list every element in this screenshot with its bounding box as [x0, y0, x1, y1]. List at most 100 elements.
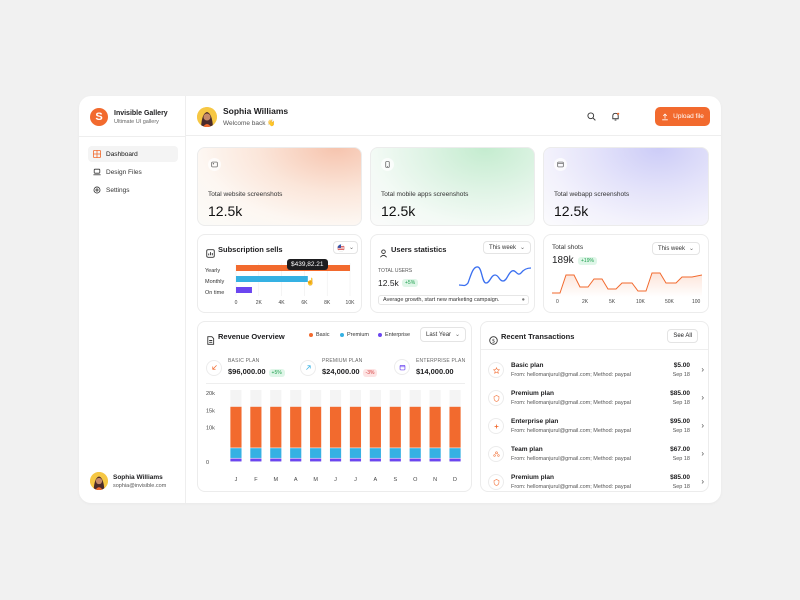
currency-dropdown[interactable]: ⌄ [333, 241, 359, 254]
revenue-bar-basic[interactable] [349, 406, 362, 448]
sidebar-item-dashboard[interactable]: Dashboard [88, 146, 178, 162]
revenue-bar-premium[interactable] [389, 448, 401, 458]
revenue-filter-dropdown[interactable]: Last Year ⌄ [420, 327, 467, 342]
revenue-bar-enterprise[interactable] [389, 458, 401, 462]
revenue-bar-premium[interactable] [449, 448, 461, 458]
legend-item: Basic [309, 332, 329, 338]
revenue-bar-premium[interactable] [230, 448, 242, 458]
subscription-row-label: On time [205, 290, 225, 296]
svg-text:$: $ [492, 338, 495, 344]
search-icon[interactable] [586, 111, 596, 121]
user-icon [379, 245, 388, 258]
legend-item: Premium [340, 332, 369, 338]
revenue-bar-basic[interactable] [429, 406, 441, 448]
transaction-from: From: hellomanjurul@gmail.com; Method: p… [511, 484, 631, 490]
shots-filter-dropdown[interactable]: This week ⌄ [652, 242, 701, 255]
transaction-amount: $95.00 [670, 418, 690, 425]
revenue-bar-basic[interactable] [250, 406, 262, 448]
revenue-x-label: J [235, 477, 238, 483]
subscription-card: Subscription sells ⌄ Yearly Monthly On t… [197, 234, 362, 313]
revenue-bar-premium[interactable] [409, 448, 421, 458]
subscription-row-label: Yearly [205, 268, 221, 274]
revenue-bar-enterprise[interactable] [449, 458, 461, 462]
total-shots-card: Total shots This week ⌄ 189k +19% 0 2K 5… [543, 234, 709, 313]
bell-icon[interactable] [610, 111, 620, 121]
revenue-bar-enterprise[interactable] [429, 458, 441, 462]
grid-icon [93, 150, 101, 158]
subscription-bar[interactable] [236, 276, 308, 282]
revenue-bar-enterprise[interactable] [349, 458, 362, 462]
app-window: S Invisible Gallery Ultimate UI gallery … [79, 96, 721, 503]
revenue-bar-enterprise[interactable] [310, 458, 322, 462]
revenue-bar-basic[interactable] [369, 406, 381, 448]
revenue-bar-enterprise[interactable] [270, 458, 282, 462]
revenue-bar-premium[interactable] [369, 448, 381, 458]
chevron-down-icon: ⌄ [349, 245, 355, 251]
revenue-bar-enterprise[interactable] [409, 458, 421, 462]
upload-file-button[interactable]: Upload file [655, 107, 710, 126]
transaction-row[interactable]: Premium plan From: hellomanjurul@gmail.c… [481, 469, 708, 491]
revenue-bar-basic[interactable] [389, 406, 401, 448]
sidebar-user-name: Sophia Williams [113, 473, 163, 481]
revenue-bar-basic[interactable] [449, 406, 461, 448]
transaction-date: Sep 18 [672, 484, 690, 490]
revenue-bar-premium[interactable] [250, 448, 262, 458]
shots-change-badge: +19% [578, 257, 597, 265]
shots-tick: 100 [692, 299, 701, 305]
revenue-bar-enterprise[interactable] [250, 458, 262, 462]
sidebar-nav: Dashboard Design Files Settings [88, 146, 178, 200]
sidebar-item-design-files[interactable]: Design Files [88, 164, 178, 180]
users-note-text: Average growth, start new marketing camp… [383, 297, 500, 303]
recent-transactions-card: $ Recent Transactions See All Basic plan… [480, 321, 709, 492]
revenue-bar-premium[interactable] [290, 448, 302, 458]
revenue-bar-premium[interactable] [349, 448, 362, 458]
users-filter-dropdown[interactable]: This week ⌄ [483, 241, 532, 254]
revenue-bar-premium[interactable] [429, 448, 441, 458]
avatar [197, 106, 217, 127]
gear-icon [93, 186, 101, 194]
revenue-bar-basic[interactable] [310, 406, 322, 448]
revenue-bar-basic[interactable] [409, 406, 421, 448]
sidebar-item-label: Dashboard [106, 150, 138, 158]
revenue-y-label: 15k [206, 408, 215, 414]
stat-value: 12.5k [554, 203, 589, 219]
plan-change-badge: +5% [268, 369, 285, 377]
revenue-bar-enterprise[interactable] [329, 458, 342, 462]
stat-value: 12.5k [381, 203, 416, 219]
revenue-bar-basic[interactable] [290, 406, 302, 448]
brand-title: Invisible Gallery [114, 109, 168, 117]
subscription-bar[interactable] [236, 287, 252, 293]
users-filter-label: This week [489, 244, 517, 251]
transaction-row[interactable]: Team plan From: hellomanjurul@gmail.com;… [481, 441, 708, 469]
cursor-hand-icon: ☝ [306, 279, 315, 286]
revenue-bar-premium[interactable] [310, 448, 322, 458]
see-all-button[interactable]: See All [667, 329, 698, 343]
transactions-title: Recent Transactions [501, 332, 575, 341]
topbar: Sophia Williams Welcome back 👋 Upload fi… [186, 96, 721, 136]
revenue-bar-premium[interactable] [329, 448, 342, 458]
team-icon [488, 446, 504, 462]
revenue-bar-basic[interactable] [329, 406, 342, 448]
revenue-bar-premium[interactable] [270, 448, 282, 458]
revenue-bar-basic[interactable] [230, 406, 242, 448]
sidebar-item-label: Settings [106, 186, 130, 194]
subscription-tick-label: 10K [346, 300, 356, 306]
legend-dot [309, 333, 313, 337]
revenue-bar-enterprise[interactable] [230, 458, 242, 462]
transaction-date: Sep 18 [672, 400, 690, 406]
revenue-y-label: 10k [206, 426, 215, 432]
shots-filter-label: This week [658, 245, 686, 252]
revenue-bar-enterprise[interactable] [369, 458, 381, 462]
transaction-amount: $67.00 [670, 446, 690, 453]
brand[interactable]: S Invisible Gallery Ultimate UI gallery [90, 108, 168, 126]
revenue-bar-basic[interactable] [270, 406, 282, 448]
transaction-amount: $85.00 [670, 474, 690, 481]
revenue-title: Revenue Overview [218, 332, 285, 341]
transaction-row[interactable]: Enterprise plan From: hellomanjurul@gmai… [481, 413, 708, 441]
revenue-bar-enterprise[interactable] [290, 458, 302, 462]
sidebar-user[interactable]: Sophia Williams sophia@invisible.com [90, 472, 166, 490]
sidebar-item-settings[interactable]: Settings [88, 182, 178, 198]
transaction-row[interactable]: Basic plan From: hellomanjurul@gmail.com… [481, 357, 708, 385]
transaction-row[interactable]: Premium plan From: hellomanjurul@gmail.c… [481, 385, 708, 413]
shots-tick: 0 [556, 299, 559, 305]
